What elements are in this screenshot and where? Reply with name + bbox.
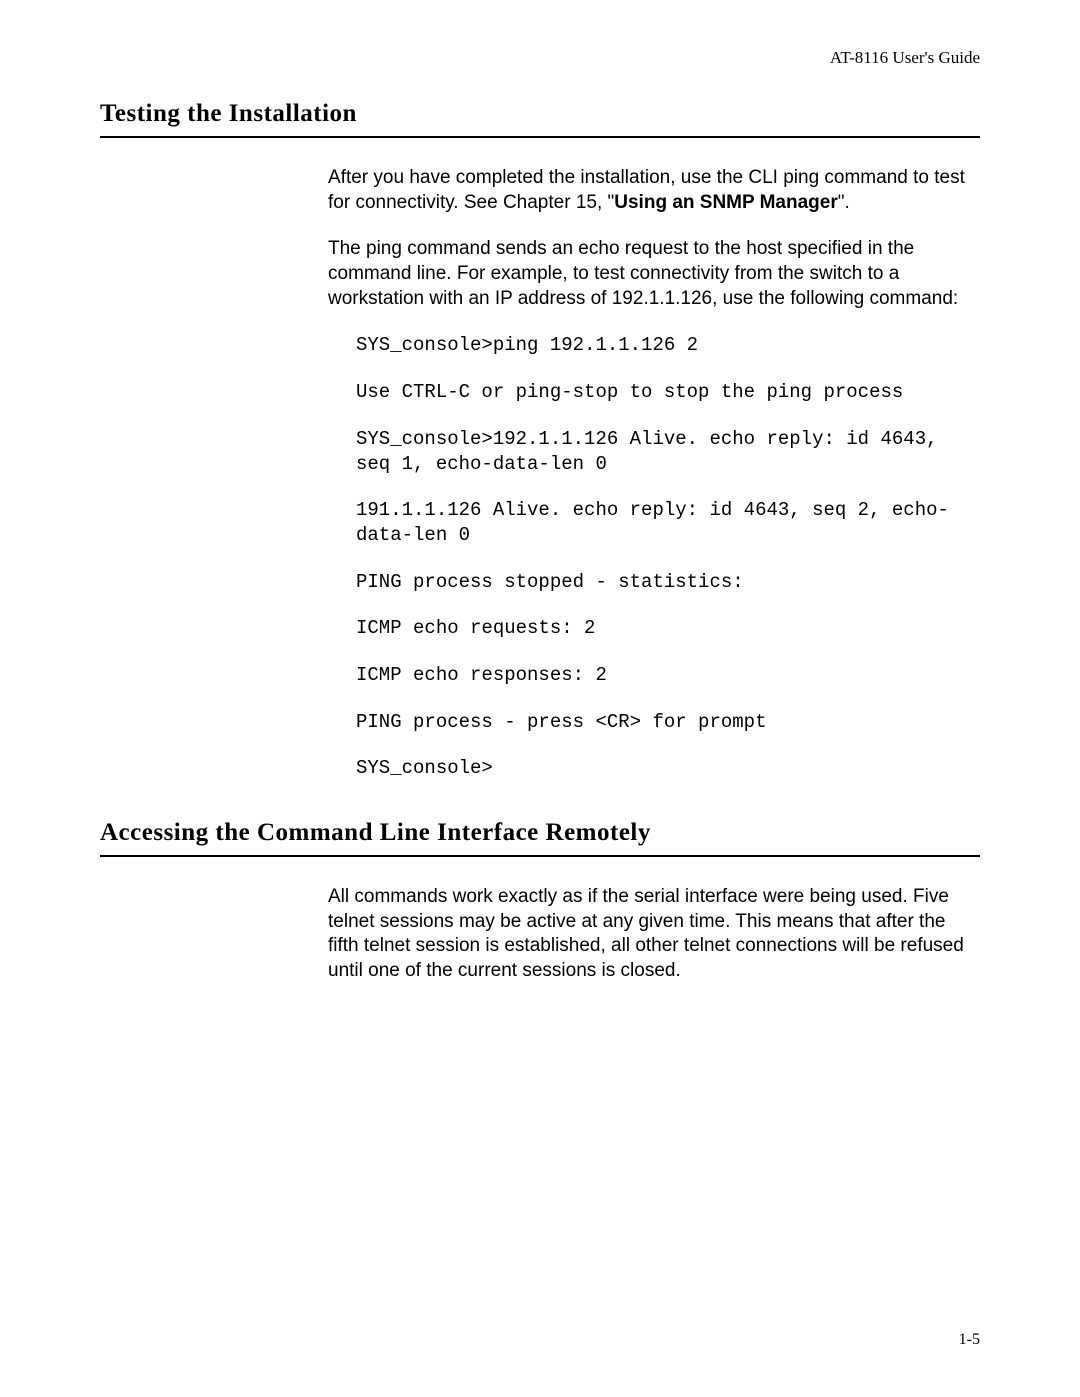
code-line: PING process - press <CR> for prompt: [356, 710, 980, 735]
code-line: PING process stopped - statistics:: [356, 570, 980, 595]
paragraph-text: ".: [838, 192, 850, 213]
bold-reference: Using an SNMP Manager: [614, 192, 837, 213]
doc-title-header: AT-8116 User's Guide: [100, 48, 980, 68]
code-line: SYS_console>ping 192.1.1.126 2: [356, 333, 980, 358]
code-line: 191.1.1.126 Alive. echo reply: id 4643, …: [356, 498, 980, 547]
section-rule: [100, 855, 980, 857]
section-rule: [100, 136, 980, 138]
code-line: SYS_console>192.1.1.126 Alive. echo repl…: [356, 427, 980, 476]
paragraph: All commands work exactly as if the seri…: [328, 885, 980, 984]
paragraph: The ping command sends an echo request t…: [328, 237, 980, 311]
paragraph: After you have completed the installatio…: [328, 166, 980, 215]
section-heading-accessing: Accessing the Command Line Interface Rem…: [100, 819, 980, 847]
code-line: Use CTRL-C or ping-stop to stop the ping…: [356, 380, 980, 405]
code-line: ICMP echo requests: 2: [356, 616, 980, 641]
section-heading-testing: Testing the Installation: [100, 100, 980, 128]
page-number: 1-5: [959, 1331, 980, 1349]
code-line: SYS_console>: [356, 756, 980, 781]
code-line: ICMP echo responses: 2: [356, 663, 980, 688]
